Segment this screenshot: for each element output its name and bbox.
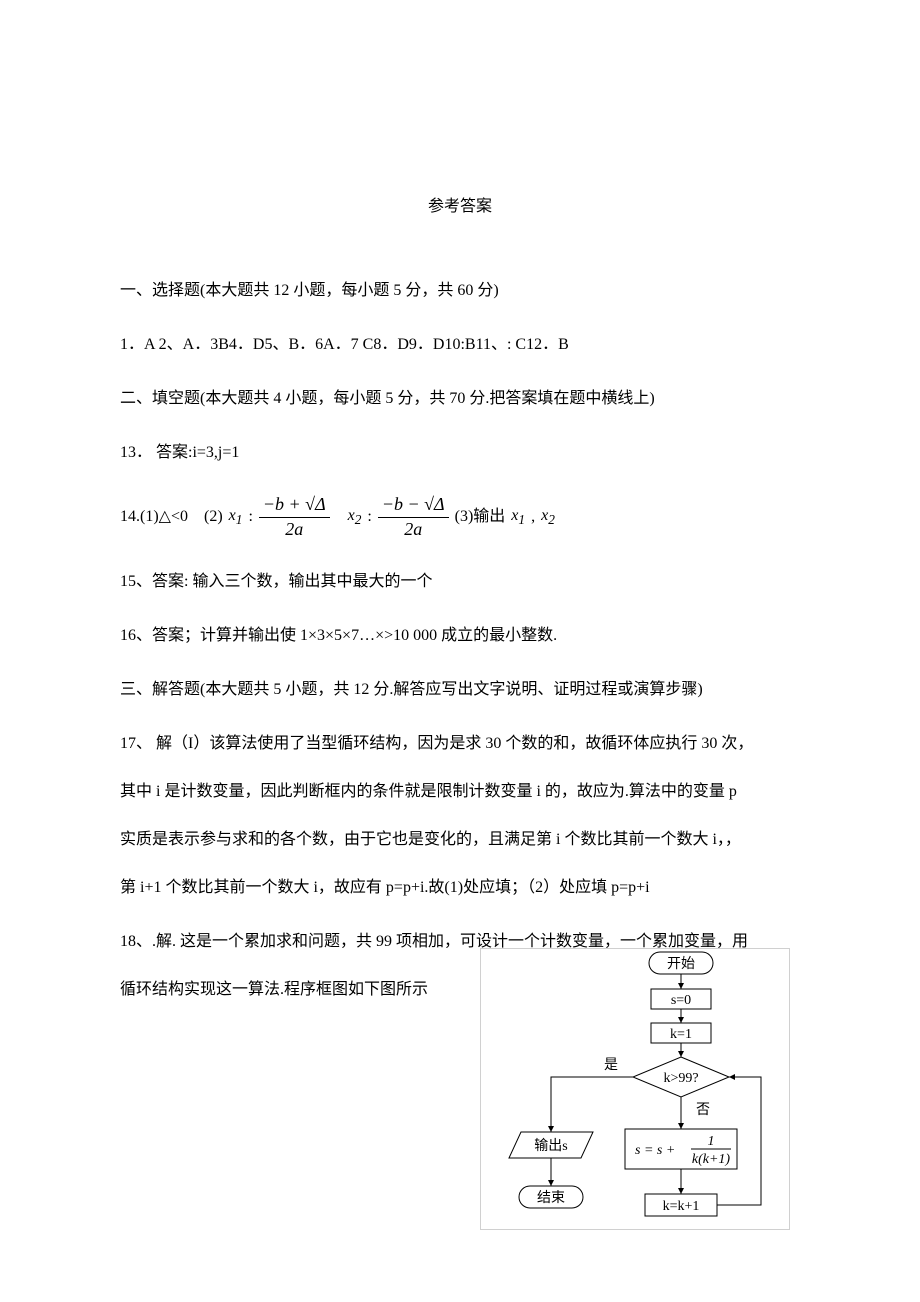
section2-header: 二、填空题(本大题共 4 小题，每小题 5 分，共 70 分.把答案填在题中横线… — [120, 387, 800, 411]
edge-label-no: 否 — [696, 1103, 710, 1118]
q13-answer: 13． 答案:i=3,j=1 — [120, 441, 800, 465]
frac-x1-den: 2a — [285, 518, 303, 540]
q17-line1: 17、 解（I）该算法使用了当型循环结构，因为是求 30 个数的和，故循环体应执… — [120, 732, 800, 756]
mc-answers-line: 1．A 2、A．3B4．D5、B．6A．7 C8．D9．D10:B11、: C1… — [120, 333, 800, 357]
frac-x1-num: −b + √Δ — [259, 495, 330, 518]
out-x1: x1 — [511, 504, 525, 530]
node-end-label: 结束 — [537, 1190, 565, 1206]
q17-line2: 其中 i 是计数变量，因此判断框内的条件就是限制计数变量 i 的，故应为.算法中… — [120, 780, 800, 804]
answer-text: 1．A 2、A．3B4．D5、B．6A．7 C8．D9．D10:B11、: C1… — [120, 336, 569, 353]
colon2: : — [367, 505, 371, 529]
q14-answer: 14.(1)△<0 (2) x1 : −b + √Δ 2a x2 : −b − … — [120, 495, 800, 540]
q14-suffix: (3)输出 — [455, 505, 506, 529]
q17-line3: 实质是表示参与求和的各个数，由于它也是变化的，且满足第 i 个数比其前一个数大 … — [120, 828, 800, 852]
edge-loopback — [717, 1077, 761, 1205]
x1-var: x1 — [229, 504, 243, 530]
q16-answer: 16、答案；计算并输出使 1×3×5×7…×>10 000 成立的最小整数. — [120, 624, 800, 648]
node-update-num: 1 — [708, 1134, 715, 1149]
edge-dec-out — [551, 1077, 633, 1132]
frac-x1: −b + √Δ 2a — [259, 495, 330, 540]
edge-label-yes: 是 — [604, 1058, 618, 1073]
node-start-label: 开始 — [667, 956, 695, 972]
q15-answer: 15、答案: 输入三个数，输出其中最大的一个 — [120, 570, 800, 594]
q18-line2-text: 循环结构实现这一算法.程序框图如下图所示 — [120, 981, 428, 998]
node-inc-label: k=k+1 — [663, 1199, 700, 1214]
node-k1-label: k=1 — [670, 1027, 692, 1042]
node-s0-label: s=0 — [671, 993, 691, 1008]
document-page: 参考答案 一、选择题(本大题共 12 小题，每小题 5 分，共 60 分) 1．… — [0, 0, 920, 1302]
q14-prefix: 14.(1)△<0 (2) — [120, 505, 223, 529]
out-x2: x2 — [541, 504, 555, 530]
section3-header: 三、解答题(本大题共 5 小题，共 12 分.解答应写出文字说明、证明过程或演算… — [120, 678, 800, 702]
node-update-lhs: s = s + — [635, 1143, 675, 1158]
flowchart-svg: 开始 s=0 k=1 k>99? 是 输出s 结束 否 — [481, 949, 789, 1229]
frac-x2-den: 2a — [404, 518, 422, 540]
flowchart-figure: 开始 s=0 k=1 k>99? 是 输出s 结束 否 — [480, 948, 790, 1230]
frac-x2-num: −b − √Δ — [378, 495, 449, 518]
x2-var: x2 — [348, 504, 362, 530]
node-update-den: k(k+1) — [692, 1152, 731, 1167]
frac-x2: −b − √Δ 2a — [378, 495, 449, 540]
section1-header: 一、选择题(本大题共 12 小题，每小题 5 分，共 60 分) — [120, 279, 800, 303]
q17-line4: 第 i+1 个数比其前一个数大 i，故应有 p=p+i.故(1)处应填；（2）处… — [120, 876, 800, 900]
colon1: : — [248, 505, 252, 529]
node-output-label: 输出s — [534, 1138, 567, 1154]
out-comma: , — [531, 505, 535, 529]
node-decision-label: k>99? — [663, 1071, 698, 1086]
page-title: 参考答案 — [120, 195, 800, 219]
